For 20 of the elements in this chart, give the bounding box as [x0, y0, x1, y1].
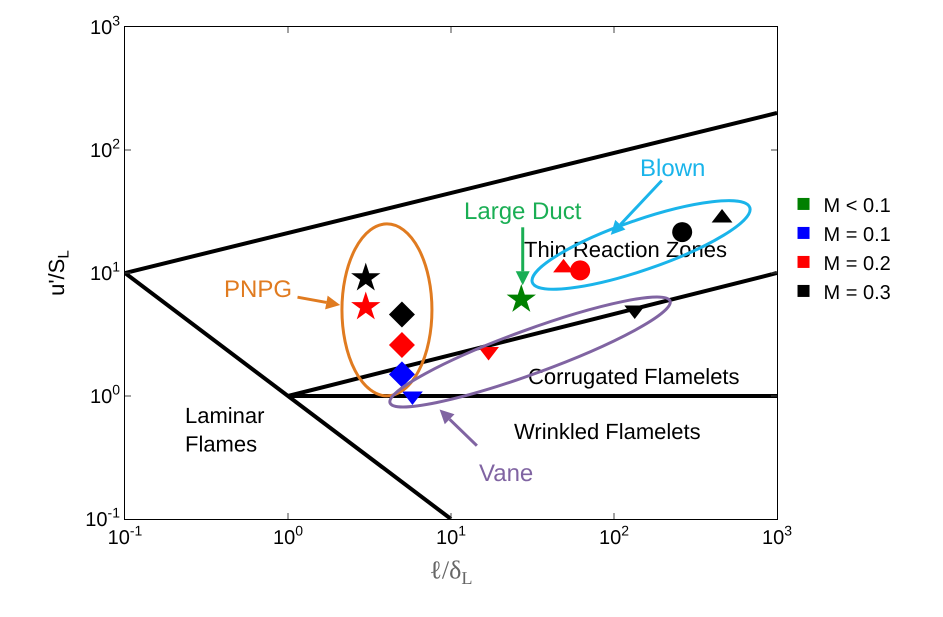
x-tick-label: 10$^{2}$: [598, 522, 630, 549]
annotation: PNPG: [224, 276, 292, 303]
annotation: Corrugated Flamelets: [528, 364, 740, 389]
legend-label: M < 0.1: [824, 194, 891, 217]
x-tick-label: 10$^{3}$: [762, 522, 792, 549]
x-tick-label: 10$^{1}$: [436, 522, 466, 549]
x-axis-title: ℓ/δ$_{L}$: [429, 556, 473, 588]
annotation: Vane: [479, 460, 534, 487]
legend-label: M = 0.2: [824, 252, 891, 275]
x-tick-label: 10$^{0}$: [272, 522, 304, 549]
annotation: Large Duct: [464, 198, 582, 225]
y-tick-label: 10$^{2}$: [90, 136, 120, 162]
y-tick-label: 10$^{3}$: [90, 12, 120, 39]
legend-label: M = 0.1: [824, 224, 891, 246]
annotation: Wrinkled Flamelets: [514, 419, 701, 444]
legend-label: M = 0.3: [824, 282, 891, 304]
y-tick-label: 10$^{1}$: [90, 258, 120, 285]
y-tick-label: 10$^{0}$: [90, 382, 120, 408]
annotation: Laminar Flames: [185, 403, 264, 457]
annotation: Blown: [640, 155, 706, 182]
